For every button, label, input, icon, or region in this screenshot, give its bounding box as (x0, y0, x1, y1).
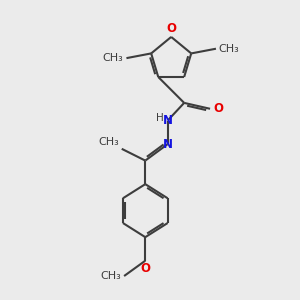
Text: CH₃: CH₃ (98, 137, 119, 147)
Text: O: O (140, 262, 150, 275)
Text: N: N (163, 114, 173, 127)
Text: H: H (156, 113, 164, 123)
Text: N: N (163, 138, 173, 151)
Text: CH₃: CH₃ (219, 44, 239, 54)
Text: CH₃: CH₃ (103, 53, 124, 63)
Text: CH₃: CH₃ (100, 271, 121, 281)
Text: O: O (214, 102, 224, 115)
Text: O: O (166, 22, 176, 35)
